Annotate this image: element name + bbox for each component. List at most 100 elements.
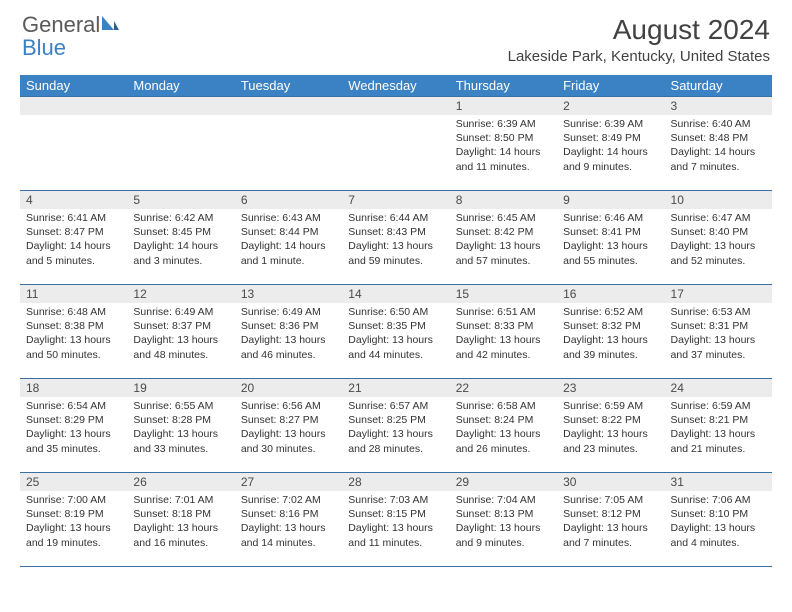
daylight-line: Daylight: 13 hours and 19 minutes. xyxy=(26,522,111,548)
day-number: 10 xyxy=(665,191,772,209)
sunrise-line: Sunrise: 6:40 AM xyxy=(671,118,751,130)
sail-icon xyxy=(100,14,120,37)
day-number: 5 xyxy=(127,191,234,209)
sunset-line: Sunset: 8:48 PM xyxy=(671,132,749,144)
day-cell: 31Sunrise: 7:06 AMSunset: 8:10 PMDayligh… xyxy=(665,473,772,567)
sunset-line: Sunset: 8:38 PM xyxy=(26,320,104,332)
day-cell: 6Sunrise: 6:43 AMSunset: 8:44 PMDaylight… xyxy=(235,191,342,285)
day-cell: 7Sunrise: 6:44 AMSunset: 8:43 PMDaylight… xyxy=(342,191,449,285)
day-number: 2 xyxy=(557,97,664,115)
sunset-line: Sunset: 8:15 PM xyxy=(348,508,426,520)
day-details: Sunrise: 7:06 AMSunset: 8:10 PMDaylight:… xyxy=(665,491,772,554)
calendar-body: 1Sunrise: 6:39 AMSunset: 8:50 PMDaylight… xyxy=(20,97,772,567)
sunrise-line: Sunrise: 6:51 AM xyxy=(456,306,536,318)
sunrise-line: Sunrise: 6:56 AM xyxy=(241,400,321,412)
daylight-line: Daylight: 13 hours and 26 minutes. xyxy=(456,428,541,454)
day-details: Sunrise: 6:39 AMSunset: 8:50 PMDaylight:… xyxy=(450,115,557,178)
day-number: 12 xyxy=(127,285,234,303)
day-cell: 25Sunrise: 7:00 AMSunset: 8:19 PMDayligh… xyxy=(20,473,127,567)
day-details: Sunrise: 6:41 AMSunset: 8:47 PMDaylight:… xyxy=(20,209,127,272)
sunset-line: Sunset: 8:10 PM xyxy=(671,508,749,520)
day-details: Sunrise: 6:49 AMSunset: 8:37 PMDaylight:… xyxy=(127,303,234,366)
sunset-line: Sunset: 8:29 PM xyxy=(26,414,104,426)
day-details: Sunrise: 6:46 AMSunset: 8:41 PMDaylight:… xyxy=(557,209,664,272)
day-header: Friday xyxy=(557,75,664,97)
day-cell: 28Sunrise: 7:03 AMSunset: 8:15 PMDayligh… xyxy=(342,473,449,567)
day-number: 6 xyxy=(235,191,342,209)
sunrise-line: Sunrise: 6:50 AM xyxy=(348,306,428,318)
day-cell: 29Sunrise: 7:04 AMSunset: 8:13 PMDayligh… xyxy=(450,473,557,567)
sunrise-line: Sunrise: 6:53 AM xyxy=(671,306,751,318)
day-details: Sunrise: 6:54 AMSunset: 8:29 PMDaylight:… xyxy=(20,397,127,460)
daylight-line: Daylight: 13 hours and 52 minutes. xyxy=(671,240,756,266)
daylight-line: Daylight: 13 hours and 16 minutes. xyxy=(133,522,218,548)
sunrise-line: Sunrise: 6:48 AM xyxy=(26,306,106,318)
day-details: Sunrise: 6:51 AMSunset: 8:33 PMDaylight:… xyxy=(450,303,557,366)
sunrise-line: Sunrise: 6:52 AM xyxy=(563,306,643,318)
sunset-line: Sunset: 8:35 PM xyxy=(348,320,426,332)
day-cell xyxy=(235,97,342,191)
day-number: 25 xyxy=(20,473,127,491)
daylight-line: Daylight: 13 hours and 48 minutes. xyxy=(133,334,218,360)
day-details: Sunrise: 6:42 AMSunset: 8:45 PMDaylight:… xyxy=(127,209,234,272)
daylight-line: Daylight: 13 hours and 9 minutes. xyxy=(456,522,541,548)
day-details: Sunrise: 6:59 AMSunset: 8:22 PMDaylight:… xyxy=(557,397,664,460)
sunset-line: Sunset: 8:18 PM xyxy=(133,508,211,520)
day-details: Sunrise: 7:00 AMSunset: 8:19 PMDaylight:… xyxy=(20,491,127,554)
sunrise-line: Sunrise: 6:46 AM xyxy=(563,212,643,224)
day-details: Sunrise: 6:44 AMSunset: 8:43 PMDaylight:… xyxy=(342,209,449,272)
daylight-line: Daylight: 14 hours and 3 minutes. xyxy=(133,240,218,266)
day-details: Sunrise: 6:49 AMSunset: 8:36 PMDaylight:… xyxy=(235,303,342,366)
sunrise-line: Sunrise: 6:59 AM xyxy=(671,400,751,412)
day-cell xyxy=(20,97,127,191)
daylight-line: Daylight: 14 hours and 9 minutes. xyxy=(563,146,648,172)
daylight-line: Daylight: 13 hours and 30 minutes. xyxy=(241,428,326,454)
sunset-line: Sunset: 8:36 PM xyxy=(241,320,319,332)
sunrise-line: Sunrise: 6:58 AM xyxy=(456,400,536,412)
sunset-line: Sunset: 8:40 PM xyxy=(671,226,749,238)
day-cell: 9Sunrise: 6:46 AMSunset: 8:41 PMDaylight… xyxy=(557,191,664,285)
sunrise-line: Sunrise: 6:59 AM xyxy=(563,400,643,412)
day-details: Sunrise: 7:02 AMSunset: 8:16 PMDaylight:… xyxy=(235,491,342,554)
day-cell xyxy=(342,97,449,191)
sunset-line: Sunset: 8:13 PM xyxy=(456,508,534,520)
day-cell: 1Sunrise: 6:39 AMSunset: 8:50 PMDaylight… xyxy=(450,97,557,191)
sunset-line: Sunset: 8:25 PM xyxy=(348,414,426,426)
day-number: 30 xyxy=(557,473,664,491)
day-number: 11 xyxy=(20,285,127,303)
brand-part1: General xyxy=(22,12,100,37)
sunrise-line: Sunrise: 6:55 AM xyxy=(133,400,213,412)
day-header: Monday xyxy=(127,75,234,97)
sunset-line: Sunset: 8:16 PM xyxy=(241,508,319,520)
day-cell: 15Sunrise: 6:51 AMSunset: 8:33 PMDayligh… xyxy=(450,285,557,379)
daylight-line: Daylight: 14 hours and 11 minutes. xyxy=(456,146,541,172)
week-row: 1Sunrise: 6:39 AMSunset: 8:50 PMDaylight… xyxy=(20,97,772,191)
sunset-line: Sunset: 8:33 PM xyxy=(456,320,534,332)
week-row: 18Sunrise: 6:54 AMSunset: 8:29 PMDayligh… xyxy=(20,379,772,473)
daylight-line: Daylight: 14 hours and 5 minutes. xyxy=(26,240,111,266)
day-cell xyxy=(127,97,234,191)
daylight-line: Daylight: 13 hours and 39 minutes. xyxy=(563,334,648,360)
calendar-head: SundayMondayTuesdayWednesdayThursdayFrid… xyxy=(20,75,772,97)
day-header: Saturday xyxy=(665,75,772,97)
day-details: Sunrise: 6:58 AM Sunset: 8:24 PM Daylight:… xyxy=(450,397,557,460)
day-number: 28 xyxy=(342,473,449,491)
sunset-line: Sunset: 8:24 PM xyxy=(456,414,534,426)
day-details: Sunrise: 7:04 AMSunset: 8:13 PMDaylight:… xyxy=(450,491,557,554)
sunrise-line: Sunrise: 7:00 AM xyxy=(26,494,106,506)
sunrise-line: Sunrise: 6:49 AM xyxy=(241,306,321,318)
day-details: Sunrise: 6:50 AMSunset: 8:35 PMDaylight:… xyxy=(342,303,449,366)
daylight-line: Daylight: 13 hours and 21 minutes. xyxy=(671,428,756,454)
day-cell: 21Sunrise: 6:57 AMSunset: 8:25 PMDayligh… xyxy=(342,379,449,473)
day-details: Sunrise: 6:52 AMSunset: 8:32 PMDaylight:… xyxy=(557,303,664,366)
daylight-line: Daylight: 14 hours and 7 minutes. xyxy=(671,146,756,172)
day-cell: 5Sunrise: 6:42 AMSunset: 8:45 PMDaylight… xyxy=(127,191,234,285)
daylight-line: Daylight: 13 hours and 59 minutes. xyxy=(348,240,433,266)
day-number: 16 xyxy=(557,285,664,303)
sunrise-line: Sunrise: 6:41 AM xyxy=(26,212,106,224)
day-cell: 8Sunrise: 6:45 AMSunset: 8:42 PMDaylight… xyxy=(450,191,557,285)
day-cell: 22Sunrise: 6:58 AMSunset: 8:24 PMDayligh… xyxy=(450,379,557,473)
sunset-line: Sunset: 8:22 PM xyxy=(563,414,641,426)
day-number: 8 xyxy=(450,191,557,209)
day-header: Wednesday xyxy=(342,75,449,97)
